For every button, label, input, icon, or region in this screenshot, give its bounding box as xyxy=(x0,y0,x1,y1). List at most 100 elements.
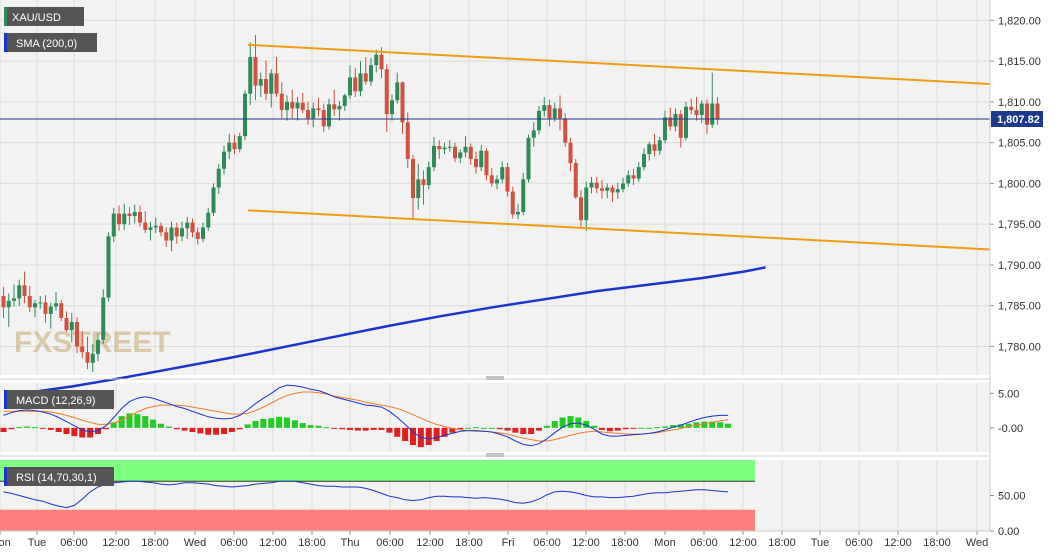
x-tick-label: 12:00 xyxy=(416,537,444,549)
macd-histogram-bar xyxy=(591,425,598,428)
candle-body xyxy=(216,168,221,188)
macd-histogram-bar xyxy=(551,420,558,428)
candle-body xyxy=(474,158,478,168)
macd-histogram-bar xyxy=(496,427,503,430)
candle-body xyxy=(705,103,709,125)
candle-body xyxy=(96,339,100,354)
candle-body xyxy=(43,302,48,314)
candle-body xyxy=(358,73,363,92)
x-tick-label: 18:00 xyxy=(141,537,169,549)
candle-body xyxy=(699,103,704,115)
panel-divider-2[interactable] xyxy=(0,453,990,457)
macd-histogram-bar xyxy=(165,426,172,428)
macd-histogram-bar xyxy=(126,413,133,428)
candle-body xyxy=(206,212,211,228)
candle-body xyxy=(279,93,284,111)
candle-body xyxy=(547,105,552,119)
candle-body xyxy=(526,137,531,180)
channel-upper-line xyxy=(247,43,991,85)
candle-body xyxy=(510,191,515,215)
x-tick-label: 12:00 xyxy=(884,537,912,549)
macd-histogram-bar xyxy=(252,420,259,428)
candle-body xyxy=(568,142,573,164)
macd-signal-line xyxy=(3,391,729,442)
macd-histogram-bar xyxy=(291,420,298,428)
candle-body xyxy=(657,140,662,151)
candle-body xyxy=(12,298,16,301)
x-tick-label: 18:00 xyxy=(298,537,326,549)
candle-body xyxy=(642,154,646,168)
candle-body xyxy=(447,146,452,148)
candle-body xyxy=(689,106,694,111)
macd-histogram-bar xyxy=(142,416,149,428)
svg-text:RSI (14,70,30,1): RSI (14,70,30,1) xyxy=(16,472,97,484)
candle-body xyxy=(668,117,673,127)
candle-body xyxy=(190,222,195,233)
candle-body xyxy=(117,213,121,225)
macd-histogram-bar xyxy=(606,427,613,432)
candle-body xyxy=(416,179,421,199)
candle-body xyxy=(626,175,631,184)
macd-histogram-bar xyxy=(480,427,487,429)
macd-histogram-bar xyxy=(118,416,125,428)
candle-body xyxy=(321,110,326,127)
macd-histogram-bar xyxy=(425,427,432,446)
candle-body xyxy=(174,227,179,237)
candle-body xyxy=(164,232,169,241)
candle-body xyxy=(159,225,163,233)
candle-body xyxy=(453,146,457,159)
x-tick-label: Tue xyxy=(811,537,830,549)
macd-histogram-bar xyxy=(536,427,542,431)
macd-histogram-bar xyxy=(465,427,472,429)
svg-text:MACD (12,26,9): MACD (12,26,9) xyxy=(16,395,95,407)
macd-label[interactable]: MACD (12,26,9) xyxy=(4,390,114,409)
candle-body xyxy=(468,146,473,159)
candle-body xyxy=(374,54,379,66)
macd-histogram-bar xyxy=(315,425,322,428)
rsi-label[interactable]: RSI (14,70,30,1) xyxy=(4,467,114,486)
candle-body xyxy=(33,303,37,308)
macd-histogram-bar xyxy=(433,427,440,441)
candle-body xyxy=(610,187,615,193)
rsi-overbought-zone xyxy=(0,460,755,482)
macd-histogram-bar xyxy=(701,421,708,428)
candles xyxy=(1,35,720,372)
candle-body xyxy=(132,211,137,217)
panel-divider-1[interactable] xyxy=(0,376,990,380)
rsi-oversold-zone xyxy=(0,509,755,531)
candle-body xyxy=(285,101,289,111)
symbol-label[interactable]: XAU/USD xyxy=(4,7,84,26)
macd-histogram-bar xyxy=(213,427,220,435)
candle-body xyxy=(17,285,22,299)
macd-histogram-bar xyxy=(654,427,661,429)
macd-histogram-bar xyxy=(158,423,164,428)
macd-histogram-bar xyxy=(583,420,590,428)
macd-series xyxy=(0,384,731,448)
candle-body xyxy=(715,103,720,120)
macd-histogram-bar xyxy=(457,427,464,430)
macd-histogram-bar xyxy=(110,422,117,428)
candle-body xyxy=(143,222,148,230)
candle-body xyxy=(615,189,620,193)
macd-histogram-bar xyxy=(260,418,267,428)
candle-body xyxy=(1,295,6,308)
candle-body xyxy=(495,179,499,184)
candle-body xyxy=(684,106,688,138)
candle-body xyxy=(337,105,342,110)
y-tick-label: 1,800.00 xyxy=(998,178,1041,190)
sma-label[interactable]: SMA (200,0) xyxy=(4,33,97,52)
macd-histogram-bar xyxy=(16,427,23,429)
y-tick-label: 1,810.00 xyxy=(998,97,1041,109)
candle-body xyxy=(211,187,216,213)
candle-body xyxy=(678,114,683,138)
macd-histogram-bar xyxy=(150,419,157,428)
candle-body xyxy=(369,65,373,82)
macd-histogram-bar xyxy=(685,423,692,428)
macd-histogram-bar xyxy=(221,427,227,435)
macd-histogram-bar xyxy=(709,421,716,428)
candle-body xyxy=(552,108,557,119)
candle-body xyxy=(22,285,27,296)
candle-body xyxy=(274,73,279,94)
time-axis: Mon Tue 06:00 12:00 18:00 Wed 06:00 12:00 18:00 T… xyxy=(0,530,990,549)
candle-body xyxy=(647,144,652,155)
